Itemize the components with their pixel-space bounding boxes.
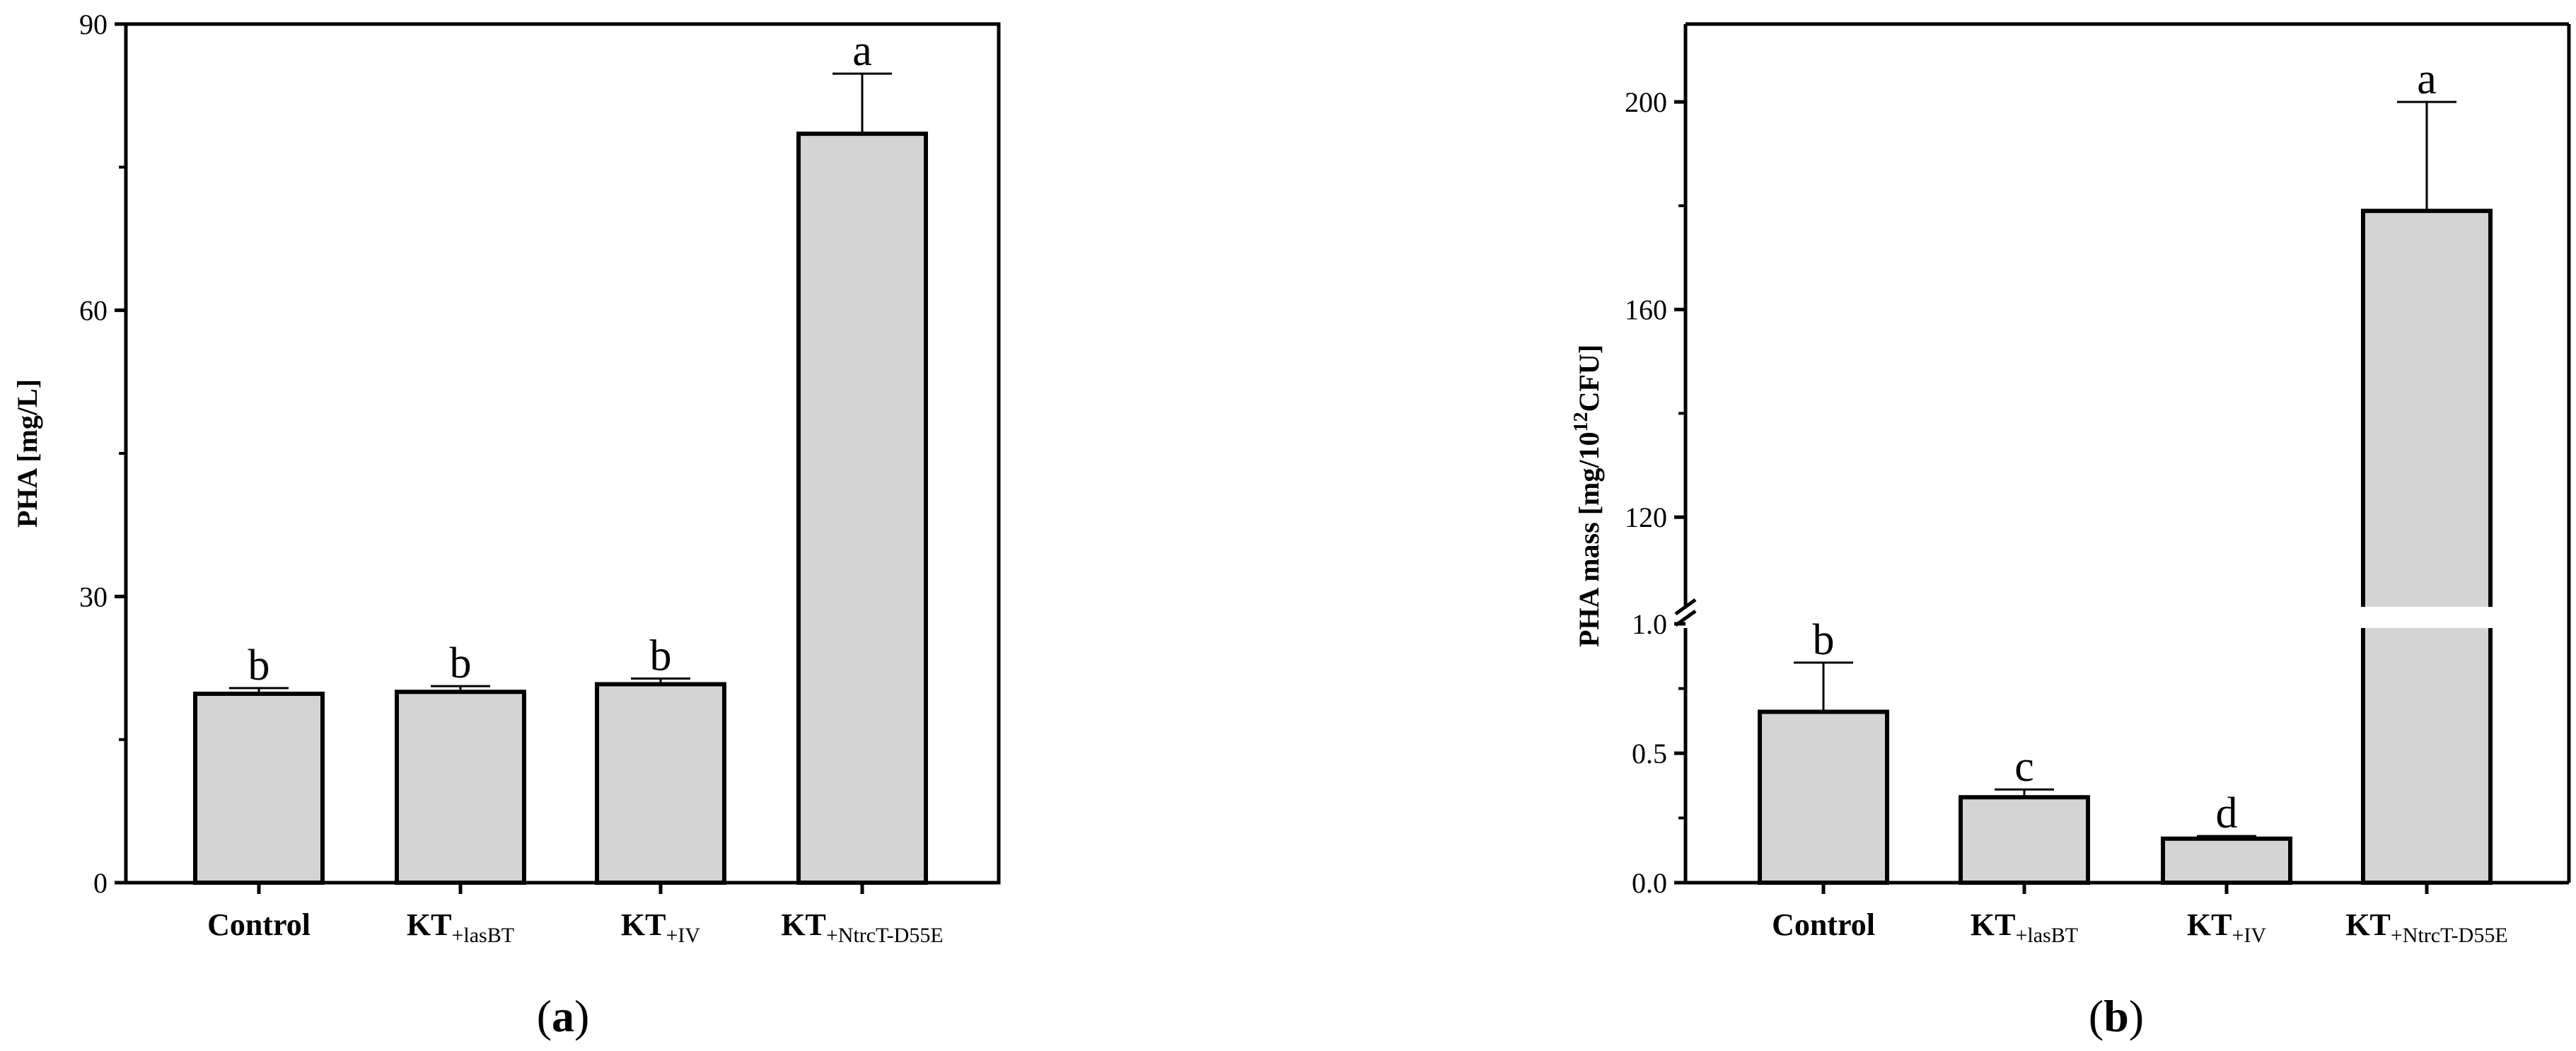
panel-b-bar [1959,795,2090,885]
panel-a-category-label-main: KT [621,907,666,942]
panel-b-ytick-label: 0.0 [1632,867,1667,899]
panel-a-ylabel: PHA [mg/L] [11,379,43,528]
panel-b-category-label-subscript: +IV [2232,924,2267,947]
panel-b-category-label-subscript: +NtrcT-D55E [2391,924,2508,947]
panel-a-ytick-label: 30 [79,581,108,612]
panel-b-significance-label: d [2216,789,2238,837]
panel-a-category-label: KT+lasBT [407,907,514,947]
panel-b-bar [2361,209,2493,885]
panel-b-category-label-main: KT [2187,907,2232,942]
panel-a-category-label-main: KT [407,907,452,942]
panel-b-significance-label: a [2417,55,2437,103]
panel-b-category-label-main: KT [2345,907,2391,942]
panel-b-bar-break-gap [2360,607,2493,628]
panel-b-ytick-label: 160 [1625,294,1667,326]
panel-a-category-label: KT+NtrcT-D55E [781,907,943,947]
panel-b-category-label-main: KT [1971,907,2016,942]
panel-a-bar [193,691,325,885]
panel-b-category-label: KT+NtrcT-D55E [2345,907,2507,947]
panel-b-ytick-label: 120 [1625,501,1667,533]
panel-b-axis-break-mark [1674,598,1697,616]
panel-a-significance-label: a [852,27,872,75]
panel-b-bar [2161,836,2292,885]
panel-a-bar [595,682,726,885]
panel-a-category-label: KT+IV [621,907,700,947]
panel-a-significance-label: b [650,632,672,680]
panel-a-ytick-label: 60 [79,295,108,327]
panel-b-significance-label: c [2014,743,2034,791]
panel-b-category-label: KT+lasBT [1971,907,2078,947]
panel-a-ytick-label: 0 [93,867,108,899]
panel-a-category-label-subscript: +NtrcT-D55E [826,924,944,947]
panel-b-ytick-label: 200 [1625,86,1667,118]
panel-b-ylabel: PHA mass [mg/1012CFU] [1570,344,1605,647]
panel-b-ytick-label: 1.0 [1632,608,1667,640]
panel-a-ytick-label: 90 [79,8,108,40]
panel-a-category-label: Control [207,907,311,942]
panel-b-ytick-label: 0.5 [1632,738,1667,770]
panel-b-significance-label: b [1813,616,1835,664]
panel-b: 0.0 0.5 1.0 120 160 200 PHA mass [mg/1012CFU] b… [1570,22,2571,1041]
panel-a-label: (a) [537,991,590,1041]
panel-b-bar [1758,709,1889,885]
panel-a-category-label-subscript: +lasBT [451,924,514,947]
panel-a-bar [796,132,928,885]
panel-a-category-label-subscript: +IV [666,924,701,947]
panel-a-category-label-main: KT [781,907,826,942]
panel-b-label: (b) [2089,991,2144,1041]
panel-a-significance-label: b [450,639,472,687]
panel-b-category-label-subscript: +lasBT [2015,924,2078,947]
panel-b-category-label: Control [1772,907,1875,942]
panel-a-significance-label: b [248,641,270,690]
panel-a-bar [395,690,526,885]
panel-b-category-label: KT+IV [2187,907,2266,947]
